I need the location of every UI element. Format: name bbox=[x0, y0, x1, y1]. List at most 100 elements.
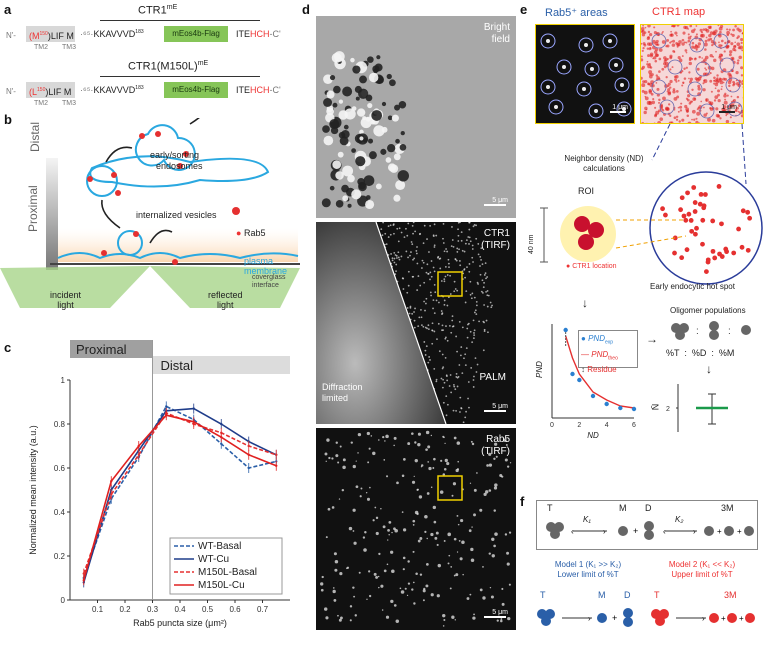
n-bar-chart: 2 bbox=[666, 384, 728, 432]
ctr1-map-point bbox=[668, 91, 672, 95]
tail-text-1: KKAVVVD bbox=[93, 29, 136, 39]
bf-cell bbox=[359, 75, 367, 84]
palm-point bbox=[419, 284, 422, 287]
ctr1-map-point bbox=[712, 55, 715, 58]
membrane-label: plasma membrane bbox=[244, 256, 287, 276]
hch-1: HCH bbox=[250, 29, 270, 39]
ctr1-map-point bbox=[641, 58, 644, 62]
svg-text:›: › bbox=[588, 614, 591, 623]
tirf2-text: (TIRF) bbox=[481, 446, 510, 457]
rab5-punctum bbox=[357, 452, 359, 454]
palm-point bbox=[454, 258, 457, 261]
ctr1-map-point bbox=[669, 114, 672, 117]
diffraction-label: Diffraction limited bbox=[322, 382, 362, 404]
ctr1-map-point bbox=[658, 98, 661, 102]
rab5-punctum bbox=[437, 563, 441, 568]
ctr1-map-point bbox=[649, 33, 653, 37]
rab5-punctum bbox=[353, 541, 357, 545]
rab5-punctum bbox=[448, 554, 451, 557]
palm-point bbox=[387, 225, 390, 228]
rab5-punctum bbox=[412, 524, 415, 526]
palm-point bbox=[397, 256, 400, 259]
ctr1-map-point bbox=[730, 95, 733, 98]
rab5-spot bbox=[614, 63, 618, 67]
palm-point bbox=[458, 364, 461, 366]
hotspot-point bbox=[731, 250, 737, 256]
rab5-punctum bbox=[470, 440, 473, 443]
rab5-punctum bbox=[328, 456, 331, 460]
rab5-punctum bbox=[393, 444, 395, 447]
f-3m-label: 3M bbox=[721, 503, 734, 513]
data-point bbox=[275, 453, 278, 456]
palm-point bbox=[413, 326, 416, 329]
ctr1-map-point bbox=[738, 55, 742, 60]
ctr1-map-point bbox=[736, 95, 740, 99]
ctr1-map-point bbox=[702, 28, 705, 31]
meos-box-1: mEos4b-Flag bbox=[164, 26, 228, 42]
m2-m-1 bbox=[709, 613, 719, 623]
rab5-punctum bbox=[391, 569, 395, 573]
legend-entry: M150L-Basal bbox=[198, 567, 257, 578]
palm-point bbox=[421, 267, 423, 269]
nbar-tick-label: 2 bbox=[666, 406, 670, 413]
palm-point bbox=[427, 324, 430, 327]
rab5-area-ring bbox=[608, 57, 624, 73]
palm-point bbox=[408, 312, 411, 315]
rab5-label: Rab5 (TIRF) bbox=[481, 434, 510, 458]
ctr1-map-point bbox=[687, 36, 692, 40]
palm-point bbox=[424, 354, 427, 356]
ctr1-map-point bbox=[741, 82, 743, 85]
ctr1-map-point bbox=[659, 117, 664, 121]
ctr1-map-point bbox=[709, 107, 714, 111]
ctr1-map-point bbox=[687, 33, 690, 36]
rab5-punctum bbox=[352, 508, 356, 512]
bf-cell bbox=[331, 52, 342, 63]
rab5-punctum bbox=[462, 573, 464, 576]
ctr1-map-point bbox=[649, 54, 654, 58]
bf-cell bbox=[322, 125, 330, 133]
ctr1-map-point bbox=[732, 83, 735, 87]
ctr1-map-point bbox=[645, 122, 647, 123]
x-tick-label: 0.6 bbox=[229, 605, 241, 614]
ctr1-map-point bbox=[725, 114, 728, 117]
rab5-punctum bbox=[417, 442, 421, 447]
ctr1-map-point bbox=[671, 66, 674, 69]
ctr1-area-ring bbox=[651, 33, 667, 49]
palm-point bbox=[433, 244, 436, 247]
arrow-3 bbox=[105, 146, 133, 163]
palm-point bbox=[479, 265, 481, 267]
rab5-punctum bbox=[320, 582, 324, 586]
ctr1-map-point bbox=[641, 55, 643, 58]
ctr1-map-point bbox=[672, 39, 676, 43]
data-point bbox=[82, 572, 85, 575]
rab5-punctum bbox=[321, 575, 324, 579]
ctr1-map-point bbox=[695, 117, 698, 120]
rab5-punctum bbox=[444, 458, 448, 463]
palm-point bbox=[443, 381, 446, 384]
ctr1-map-point bbox=[669, 79, 673, 84]
construct2-title-sup: mE bbox=[197, 60, 209, 67]
palm-point bbox=[442, 237, 444, 240]
ctr1-map-point bbox=[647, 25, 651, 28]
rab5-punctum bbox=[439, 490, 444, 494]
bf-cell bbox=[367, 102, 373, 109]
ctr1-map-point bbox=[694, 77, 698, 81]
rab5-punctum bbox=[362, 536, 366, 539]
ctr1-map-point bbox=[721, 85, 723, 88]
palm-point bbox=[406, 234, 409, 237]
ctr1-map-point bbox=[703, 113, 707, 117]
palm-point bbox=[468, 236, 471, 239]
palm-point bbox=[442, 366, 445, 369]
rab5-punctum bbox=[369, 486, 371, 489]
rab5-punctum bbox=[411, 480, 416, 484]
palm-point bbox=[412, 232, 414, 235]
bf-cell bbox=[326, 90, 335, 99]
ctr1-map-point bbox=[741, 79, 743, 83]
pnd-legend: ● PNDexp — PNDtheo ↕ Residue bbox=[578, 330, 638, 374]
legend-exp-sub: exp bbox=[604, 339, 614, 346]
rab5-punctum bbox=[393, 604, 397, 607]
hotspot-point bbox=[700, 241, 705, 247]
bf-cell bbox=[393, 153, 401, 161]
ctr1-map-point bbox=[647, 30, 651, 34]
rab5-punctum bbox=[380, 507, 382, 510]
